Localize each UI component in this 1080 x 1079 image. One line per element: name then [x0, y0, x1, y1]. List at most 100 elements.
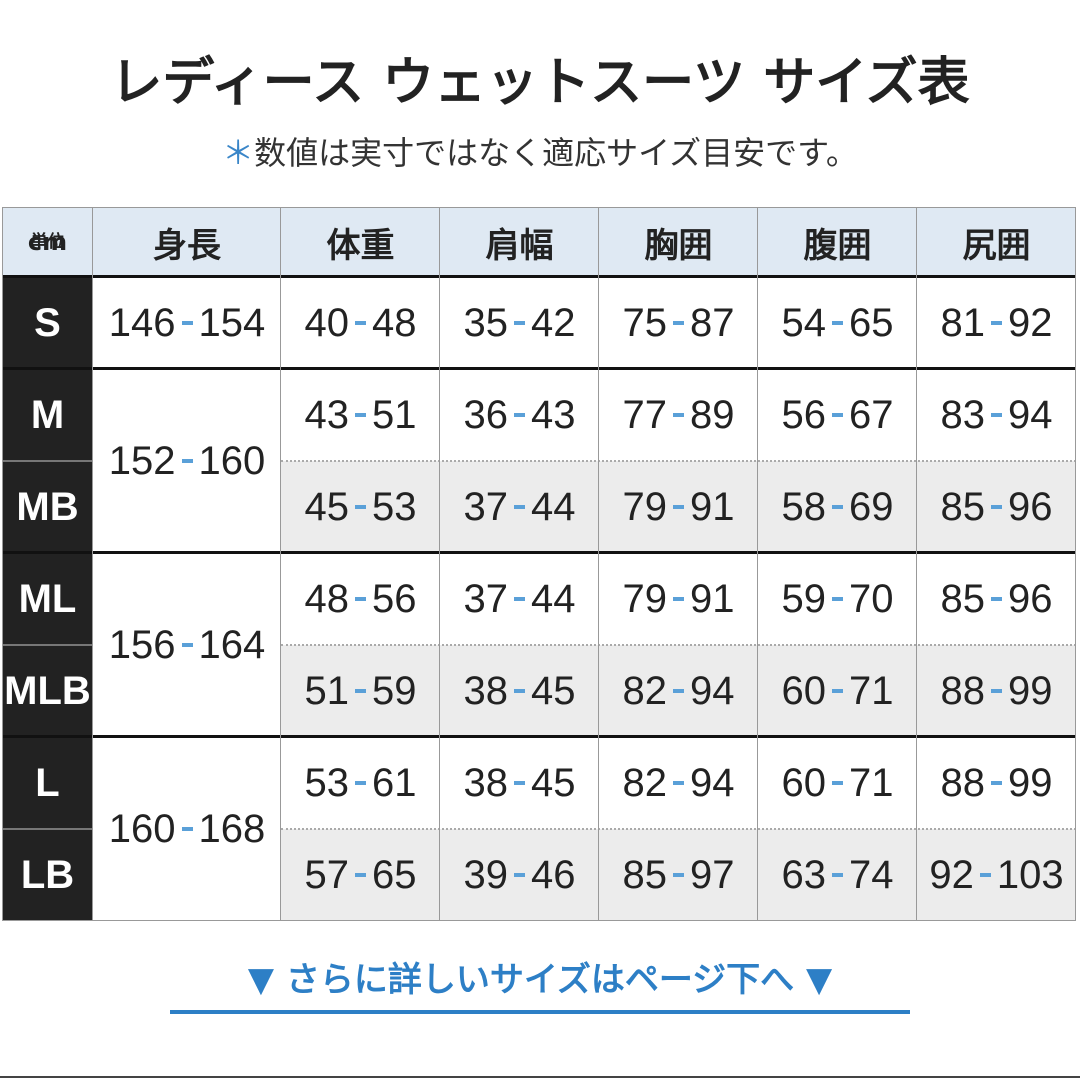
- range-low: 75: [622, 300, 668, 345]
- range-low: 51: [304, 668, 350, 713]
- range-dash: [514, 873, 525, 877]
- value-cell: 36 43: [440, 369, 599, 461]
- range-dash: [832, 689, 843, 693]
- range-dash: [355, 781, 366, 785]
- range-low: 38: [463, 760, 509, 805]
- range-high: 42: [531, 300, 576, 345]
- range-low: 81: [940, 300, 986, 345]
- size-divider: [2, 460, 93, 462]
- range-low: 40: [304, 300, 350, 345]
- range-high: 71: [849, 760, 894, 805]
- value-cell: 85 97: [599, 829, 758, 921]
- range-low: 77: [622, 392, 668, 437]
- range-low: 56: [781, 392, 827, 437]
- row-divider: [281, 644, 1076, 646]
- value-cell: 60 71: [758, 737, 917, 829]
- range-dash: [673, 689, 684, 693]
- size-divider: [2, 828, 93, 830]
- value-cell: 77 89: [599, 369, 758, 461]
- value-cell: 48 56: [281, 553, 440, 645]
- range-dash: [991, 689, 1002, 693]
- range-low: 156: [108, 622, 176, 667]
- range-dash: [673, 505, 684, 509]
- header-cell: 尻囲: [917, 207, 1076, 277]
- footer-link[interactable]: ▼ さらに詳しいサイズはページ下へ ▼: [0, 952, 1080, 1001]
- range-dash: [832, 321, 843, 325]
- range-high: 74: [849, 852, 894, 897]
- range-high: 67: [849, 392, 894, 437]
- height-cell: 156 164: [93, 553, 281, 737]
- height-cell: 152 160: [93, 369, 281, 553]
- range-dash: [355, 321, 366, 325]
- value-cell: 40 48: [281, 277, 440, 369]
- range-low: 37: [463, 576, 509, 621]
- value-cell: 43 51: [281, 369, 440, 461]
- range-low: 58: [781, 484, 827, 529]
- range-dash: [514, 597, 525, 601]
- range-high: 89: [690, 392, 735, 437]
- range-dash: [832, 781, 843, 785]
- range-low: 160: [108, 806, 176, 851]
- range-low: 79: [622, 576, 668, 621]
- range-low: 92: [929, 852, 974, 897]
- height-cell: 146 154: [93, 277, 281, 369]
- range-dash: [673, 413, 684, 417]
- range-low: 45: [304, 484, 350, 529]
- header-cell: 体重: [281, 207, 440, 277]
- range-low: 82: [622, 668, 668, 713]
- value-cell: 45 53: [281, 461, 440, 553]
- underline: [170, 1010, 910, 1014]
- range-low: 79: [622, 484, 668, 529]
- range-dash: [181, 827, 193, 831]
- range-low: 59: [781, 576, 827, 621]
- value-cell: 57 65: [281, 829, 440, 921]
- range-high: 154: [198, 300, 266, 345]
- range-high: 53: [372, 484, 417, 529]
- range-low: 35: [463, 300, 509, 345]
- range-dash: [991, 597, 1002, 601]
- range-dash: [991, 505, 1002, 509]
- range-high: 69: [849, 484, 894, 529]
- range-low: 60: [781, 668, 827, 713]
- size-cell: M: [2, 369, 93, 461]
- footer-text: さらに詳しいサイズはページ下へ: [285, 960, 795, 1000]
- range-low: 57: [304, 852, 350, 897]
- arrow: ▼: [806, 960, 833, 1000]
- table-border: [2, 207, 1076, 921]
- value-cell: 51 59: [281, 645, 440, 737]
- range-high: 164: [198, 622, 266, 667]
- range-low: 88: [940, 760, 986, 805]
- range-low: 146: [108, 300, 176, 345]
- range-low: 37: [463, 484, 509, 529]
- range-high: 70: [849, 576, 894, 621]
- range-dash: [514, 321, 525, 325]
- range-dash: [991, 781, 1002, 785]
- range-dash: [514, 505, 525, 509]
- range-low: 85: [940, 576, 986, 621]
- size-cell: MB: [2, 461, 93, 553]
- range-high: 168: [198, 806, 266, 851]
- range-high: 45: [531, 668, 576, 713]
- range-dash: [832, 873, 843, 877]
- range-low: 85: [622, 852, 668, 897]
- range-high: 87: [690, 300, 735, 345]
- range-dash: [355, 597, 366, 601]
- range-low: 60: [781, 760, 827, 805]
- range-low: 39: [463, 852, 509, 897]
- range-dash: [181, 459, 193, 463]
- range-low: 83: [940, 392, 986, 437]
- row-divider: [281, 828, 1076, 830]
- value-cell: 82 94: [599, 645, 758, 737]
- value-cell: 88 99: [917, 737, 1076, 829]
- value-cell: 38 45: [440, 645, 599, 737]
- range-dash: [832, 597, 843, 601]
- value-cell: 59 70: [758, 553, 917, 645]
- range-low: 48: [304, 576, 350, 621]
- bottom-rule: [0, 1076, 1080, 1078]
- range-high: 51: [372, 392, 417, 437]
- size-divider: [2, 644, 93, 646]
- value-cell: 38 45: [440, 737, 599, 829]
- range-high: 94: [690, 668, 735, 713]
